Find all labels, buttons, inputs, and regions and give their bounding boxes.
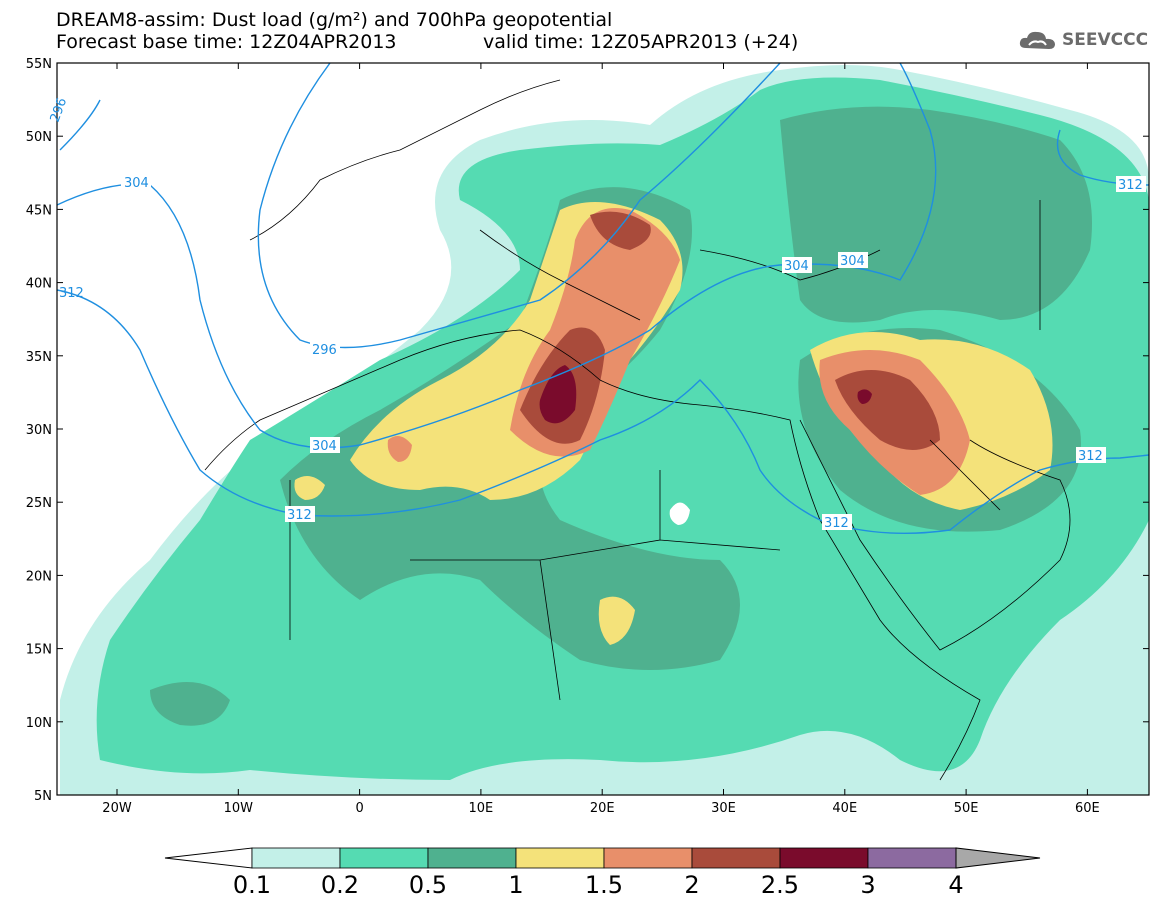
lat-label: 20N xyxy=(26,569,52,584)
lat-label: 10N xyxy=(26,716,52,731)
dust-band-2 xyxy=(590,211,651,250)
dust-band-2.5 xyxy=(857,389,872,404)
lat-label: 35N xyxy=(26,350,52,365)
contour-label: 312 xyxy=(1078,449,1103,464)
contour-label: 304 xyxy=(840,254,865,269)
forecast-base-time: Forecast base time: 12Z04APR2013 xyxy=(56,31,397,53)
cloud-icon xyxy=(1019,31,1055,49)
colorbar-tick-label: 2.5 xyxy=(761,871,799,899)
colorbar-tick-label: 0.2 xyxy=(321,871,359,899)
contour-label: 312 xyxy=(287,508,312,523)
contour-296-b xyxy=(257,63,781,349)
logo-text: SEEVCCC xyxy=(1062,30,1149,50)
dust-band-1 xyxy=(598,596,635,645)
lon-label: 60E xyxy=(1075,801,1100,816)
longitude-axis: 20W 10W 0 10E 20E 30E 40E 50E 60E xyxy=(102,63,1100,816)
colorbar-tick-label: 4 xyxy=(948,871,963,899)
valid-time: valid time: 12Z05APR2013 (+24) xyxy=(483,31,799,53)
contour-label: 296 xyxy=(312,343,337,358)
lon-label: 10W xyxy=(224,801,254,816)
colorbar-swatch xyxy=(867,847,957,869)
border-lines xyxy=(289,200,1041,701)
contour-312-a xyxy=(57,289,1149,535)
colorbar-swatch xyxy=(339,847,429,869)
lon-label: 30E xyxy=(711,801,736,816)
lat-label: 15N xyxy=(26,643,52,658)
colorbar-swatch xyxy=(779,847,869,869)
colorbar: 0.1 0.2 0.5 1 1.5 2 2.5 3 4 xyxy=(164,847,1041,899)
colorbar-swatch xyxy=(691,847,781,869)
latitude-axis: 55N 50N 45N 40N 35N 30N 25N 20N 15N 10N 5N xyxy=(26,57,1149,804)
lon-label: 40E xyxy=(832,801,857,816)
colorbar-swatch xyxy=(603,847,693,869)
colorbar-tick-label: 0.1 xyxy=(233,871,271,899)
colorbar-tick-label: 1.5 xyxy=(585,871,623,899)
seevccc-logo: SEEVCCC xyxy=(1018,26,1148,54)
lat-label: 30N xyxy=(26,423,52,438)
lat-label: 55N xyxy=(26,57,52,72)
colorbar-swatch xyxy=(251,847,341,869)
contour-label: 312 xyxy=(1118,178,1143,193)
lat-label: 25N xyxy=(26,496,52,511)
dust-band-2 xyxy=(835,370,940,450)
lon-label: 20W xyxy=(102,801,132,816)
contour-label: 312 xyxy=(824,516,849,531)
colorbar-over-arrow xyxy=(955,847,1041,869)
dust-band-0.5 xyxy=(780,106,1092,323)
colorbar-swatch xyxy=(427,847,517,869)
lat-label: 45N xyxy=(26,203,52,218)
lon-label: 10E xyxy=(469,801,494,816)
dust-band-1.5 xyxy=(387,436,412,462)
contour-label: 304 xyxy=(784,259,809,274)
lat-label: 40N xyxy=(26,277,52,292)
lon-label: 20E xyxy=(590,801,615,816)
dust-band-0.5 xyxy=(150,682,230,726)
colorbar-tick-label: 2 xyxy=(684,871,699,899)
coastline-africa xyxy=(204,329,981,781)
contour-label: 312 xyxy=(59,286,84,301)
lat-label: 5N xyxy=(34,789,52,804)
colorbar-swatch xyxy=(515,847,605,869)
dust-band-1 xyxy=(294,476,325,500)
contour-label: 304 xyxy=(124,176,149,191)
lat-label: 50N xyxy=(26,130,52,145)
contour-label: 304 xyxy=(312,439,337,454)
clear-patch xyxy=(669,502,690,525)
contour-304-a xyxy=(57,63,937,449)
colorbar-tick-label: 3 xyxy=(860,871,875,899)
colorbar-tick-label: 0.5 xyxy=(409,871,447,899)
lon-label: 50E xyxy=(954,801,979,816)
lon-label: 0 xyxy=(355,801,363,816)
colorbar-tick-label: 1 xyxy=(508,871,523,899)
dust-field xyxy=(60,65,1149,795)
map-title: DREAM8-assim: Dust load (g/m²) and 700hP… xyxy=(56,9,613,31)
dust-band-2.5 xyxy=(539,365,577,424)
colorbar-under-arrow xyxy=(164,847,253,869)
